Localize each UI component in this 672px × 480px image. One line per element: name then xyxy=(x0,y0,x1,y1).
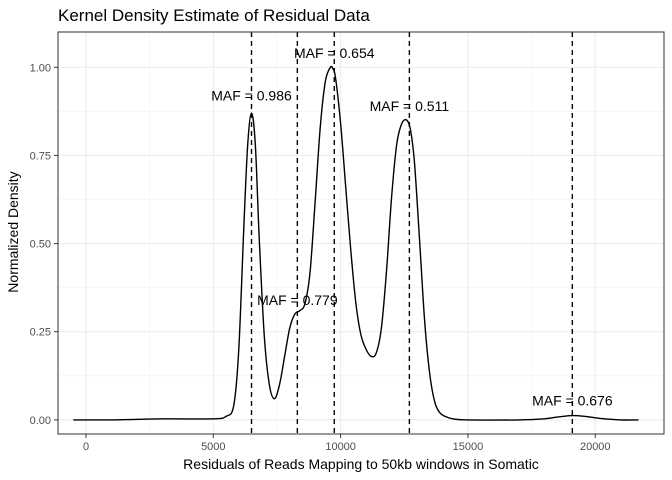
density-curve xyxy=(73,65,639,421)
grid xyxy=(58,32,664,434)
y-tick-label: 0.50 xyxy=(30,239,51,251)
maf-label: MAF = 0.986 xyxy=(211,87,292,103)
density-curve-layer xyxy=(73,65,639,421)
y-axis: 0.00 0.25 0.50 0.75 1.00 xyxy=(30,62,58,427)
maf-annotations-layer: MAF = 0.986 MAF = 0.779 MAF = 0.654 MAF = 0… xyxy=(211,45,613,408)
maf-label: MAF = 0.779 xyxy=(257,292,338,308)
y-tick-label: 0.00 xyxy=(30,415,51,427)
y-axis-title: Normalized Density xyxy=(5,171,21,292)
panel-border xyxy=(57,31,665,435)
y-tick-label: 1.00 xyxy=(30,62,51,74)
maf-label: MAF = 0.511 xyxy=(370,98,450,114)
x-tick-label: 15000 xyxy=(453,441,484,453)
x-tick-label: 5000 xyxy=(201,441,225,453)
x-axis: 0 5000 10000 15000 20000 xyxy=(83,434,611,453)
maf-lines-layer xyxy=(250,32,574,434)
x-axis-title: Residuals of Reads Mapping to 50kb windo… xyxy=(183,456,539,472)
x-tick-label: 20000 xyxy=(580,441,611,453)
y-tick-label: 0.25 xyxy=(30,327,51,339)
y-tick-label: 0.75 xyxy=(30,150,51,162)
chart-title: Kernel Density Estimate of Residual Data xyxy=(58,6,370,25)
maf-label: MAF = 0.654 xyxy=(294,45,375,61)
x-tick-label: 10000 xyxy=(325,441,356,453)
x-tick-label: 0 xyxy=(83,441,89,453)
maf-label: MAF = 0.676 xyxy=(532,393,613,409)
